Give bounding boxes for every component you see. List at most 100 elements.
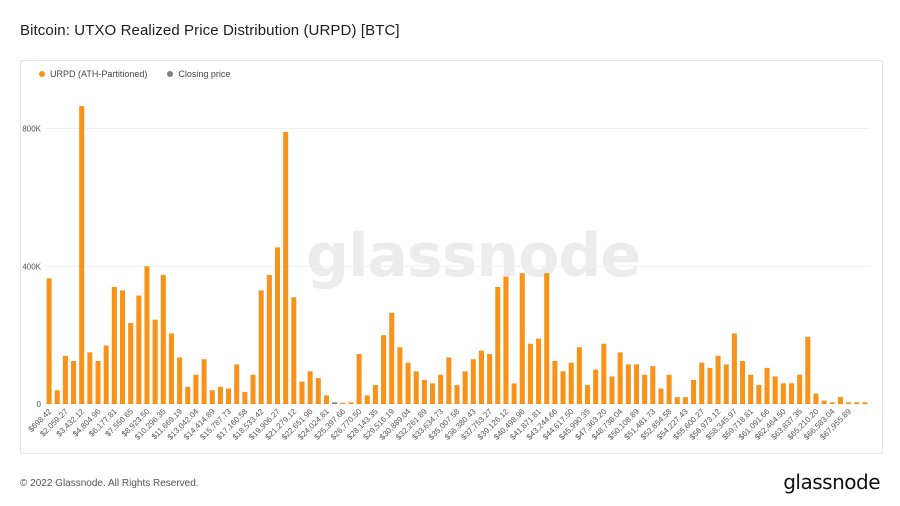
- bar: [250, 374, 256, 404]
- bar: [642, 374, 648, 404]
- bar: [95, 360, 101, 404]
- y-tick-label: 400K: [22, 262, 41, 271]
- bar: [54, 390, 60, 404]
- bar: [854, 402, 860, 404]
- bar: [323, 395, 329, 404]
- bar: [103, 345, 109, 404]
- bar: [421, 379, 427, 404]
- bar: [764, 367, 770, 404]
- bar: [209, 390, 215, 404]
- bar: [601, 343, 607, 404]
- y-tick-label: 800K: [22, 125, 41, 134]
- bar: [780, 383, 786, 404]
- bar: [560, 371, 566, 404]
- legend-item-closing-price[interactable]: Closing price: [167, 69, 230, 79]
- chart-legend: URPD (ATH-Partitioned) Closing price: [39, 69, 230, 79]
- bar: [413, 371, 419, 404]
- bar: [527, 343, 533, 404]
- bar: [405, 362, 411, 404]
- bar: [160, 274, 166, 404]
- page-title: Bitcoin: UTXO Realized Price Distributio…: [20, 22, 400, 39]
- bar: [503, 276, 509, 404]
- bar: [454, 385, 460, 404]
- bar: [111, 286, 117, 404]
- bar: [772, 376, 778, 404]
- bar: [731, 333, 737, 404]
- bar: [348, 402, 354, 404]
- bar: [658, 388, 664, 404]
- bar: [511, 383, 517, 404]
- bar: [446, 357, 452, 404]
- bar: [756, 385, 762, 404]
- bar: [650, 366, 656, 404]
- bar: [707, 367, 713, 404]
- bar: [633, 364, 640, 404]
- bar: [177, 357, 183, 404]
- brand-logo[interactable]: glassnode: [783, 470, 880, 494]
- bar: [397, 347, 403, 404]
- bar: [813, 393, 819, 404]
- bar: [185, 386, 191, 404]
- bar: [495, 286, 501, 404]
- bar: [438, 374, 444, 404]
- bar: [136, 295, 142, 404]
- bar: [666, 374, 672, 404]
- bar: [609, 376, 615, 404]
- legend-item-urpd[interactable]: URPD (ATH-Partitioned): [39, 69, 147, 79]
- chart-card: glassnode 0 400K 800K $698.42 $2,059.27 $3,43…: [20, 60, 883, 454]
- bar: [307, 371, 313, 404]
- bar: [291, 297, 297, 404]
- chart-plot: 0400K800K$698.42$2,059.27$3,432.12$4,804…: [22, 106, 869, 442]
- bar: [168, 333, 174, 404]
- bar: [144, 266, 150, 404]
- bar: [364, 395, 370, 404]
- bar: [715, 355, 721, 404]
- bar: [617, 352, 623, 404]
- bar: [266, 274, 272, 404]
- legend-label-urpd: URPD (ATH-Partitioned): [50, 69, 148, 79]
- closing-price-bar: [332, 402, 338, 404]
- bar: [152, 319, 158, 404]
- bar: [544, 273, 550, 404]
- bar: [46, 278, 52, 404]
- bar: [462, 371, 468, 404]
- bar: [372, 385, 378, 404]
- bar: [258, 290, 264, 404]
- bar: [862, 402, 868, 404]
- bar: [193, 374, 199, 404]
- bar: [201, 359, 207, 404]
- bar: [226, 388, 232, 404]
- bar: [79, 106, 85, 405]
- bar: [821, 400, 827, 404]
- watermark: glassnode: [306, 221, 641, 291]
- bar: [536, 338, 542, 404]
- bar: [470, 359, 476, 404]
- bar: [568, 362, 574, 404]
- bar: [682, 397, 688, 404]
- bar: [740, 360, 746, 404]
- bar: [519, 273, 525, 404]
- legend-label-closing-price: Closing price: [178, 69, 231, 79]
- bar: [829, 402, 835, 404]
- bar: [381, 335, 387, 404]
- y-tick-label: 0: [37, 400, 42, 409]
- bar: [593, 369, 599, 404]
- bar: [62, 355, 68, 404]
- bar: [283, 131, 289, 404]
- bar: [234, 364, 240, 404]
- bar: [805, 336, 811, 404]
- bar: [625, 364, 631, 404]
- bar: [87, 352, 93, 404]
- bar: [748, 374, 754, 404]
- bar: [699, 362, 705, 404]
- bar: [299, 381, 305, 404]
- bar: [119, 290, 126, 404]
- bar: [837, 397, 843, 404]
- copyright: © 2022 Glassnode. All Rights Reserved.: [20, 478, 199, 489]
- bar: [128, 323, 134, 404]
- bar: [217, 386, 223, 404]
- bar: [797, 374, 803, 404]
- bar: [274, 247, 281, 404]
- bar: [478, 350, 485, 404]
- bar: [389, 312, 395, 404]
